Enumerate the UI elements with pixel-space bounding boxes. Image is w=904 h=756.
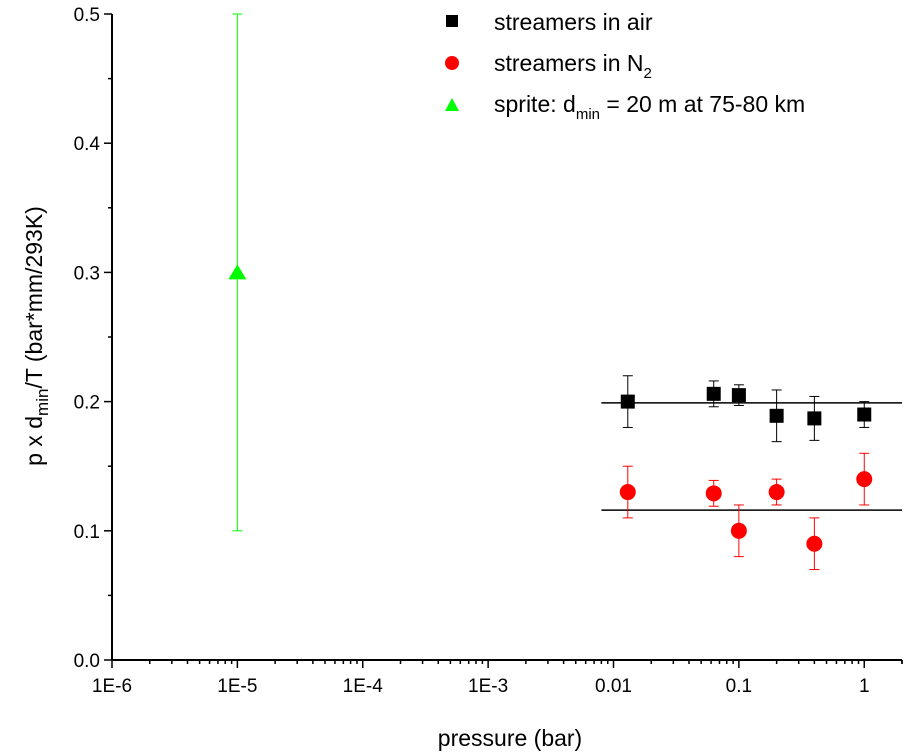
legend: streamers in air streamers in N2 sprite:… bbox=[445, 9, 805, 123]
point-sprite bbox=[228, 264, 247, 280]
x-tick-label: 0.01 bbox=[595, 676, 632, 697]
axes: 1E-6 1E-5 1E-4 1E-3 0.01 0.1 1 0.0 0.1 0.2 0.3 0.4 0… bbox=[74, 5, 903, 697]
legend-label-sprite-sub: min bbox=[576, 106, 600, 123]
point-n2 bbox=[730, 522, 747, 539]
point-air bbox=[807, 411, 822, 426]
point-n2 bbox=[705, 485, 722, 502]
y-tick-label: 0.1 bbox=[74, 522, 100, 543]
legend-marker-air bbox=[446, 15, 458, 27]
error-bars bbox=[232, 13, 870, 571]
point-air bbox=[857, 407, 872, 422]
x-tick-label: 1E-6 bbox=[92, 676, 132, 697]
legend-label-sprite-rest: = 20 m at 75-80 km bbox=[600, 91, 805, 117]
legend-label-air: streamers in air bbox=[494, 9, 653, 35]
y-axis-title-sub: min bbox=[33, 389, 52, 416]
y-tick-label: 0.2 bbox=[74, 393, 100, 414]
legend-label-n2-sub: 2 bbox=[644, 65, 652, 82]
legend-marker-sprite bbox=[445, 98, 459, 111]
point-air bbox=[731, 388, 746, 403]
y-tick-label: 0.0 bbox=[74, 651, 100, 672]
point-n2 bbox=[856, 471, 873, 488]
legend-marker-n2 bbox=[445, 56, 459, 70]
point-air bbox=[769, 408, 784, 423]
y-axis-title-rest: /T (bar*mm/293K) bbox=[21, 206, 47, 388]
data-points bbox=[228, 264, 873, 552]
y-tick-label: 0.3 bbox=[74, 263, 100, 284]
legend-label-n2: streamers in N2 bbox=[494, 50, 652, 82]
y-axis-title: p x dmin/T (bar*mm/293K) bbox=[21, 206, 52, 466]
point-n2 bbox=[768, 484, 785, 501]
legend-label-sprite-base: sprite: d bbox=[494, 91, 576, 117]
reference-lines bbox=[601, 402, 902, 511]
x-tick-label: 0.1 bbox=[726, 676, 752, 697]
y-axis-title-base: p x d bbox=[21, 416, 47, 466]
legend-label-sprite: sprite: dmin = 20 m at 75-80 km bbox=[494, 91, 805, 123]
x-tick-label: 1 bbox=[859, 676, 870, 697]
point-n2 bbox=[806, 535, 823, 552]
x-tick-label: 1E-4 bbox=[343, 676, 384, 697]
point-air bbox=[620, 394, 635, 409]
y-tick-label: 0.4 bbox=[74, 134, 101, 155]
x-tick-label: 1E-5 bbox=[217, 676, 257, 697]
point-air bbox=[706, 386, 721, 401]
x-tick-label: 1E-3 bbox=[468, 676, 508, 697]
legend-label-n2-base: streamers in N bbox=[494, 50, 644, 76]
y-tick-label: 0.5 bbox=[74, 5, 100, 26]
point-n2 bbox=[619, 484, 636, 501]
x-axis-title: pressure (bar) bbox=[438, 725, 582, 751]
